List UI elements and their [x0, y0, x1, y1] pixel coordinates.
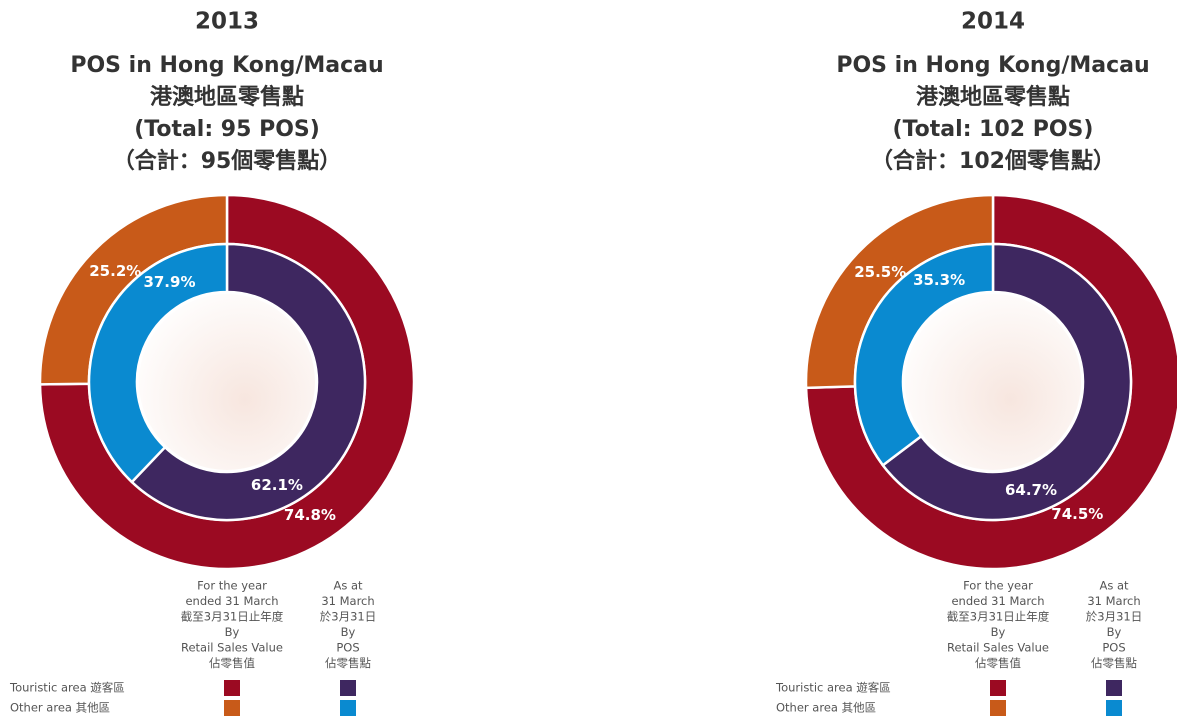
chart-subtitle: (Total: 95 POS)	[134, 117, 320, 142]
legend-header: By	[1107, 625, 1122, 639]
chart-subtitle: 港澳地區零售點	[150, 84, 304, 110]
legend-header: 31 March	[1087, 594, 1140, 608]
chart-subtitle: POS in Hong Kong/Macau	[836, 53, 1149, 78]
legend-header: 於3月31日	[320, 610, 376, 624]
chart-subtitle: 港澳地區零售點	[916, 84, 1070, 110]
legend-header: 佔零售值	[975, 656, 1021, 670]
legend-swatch	[224, 680, 240, 696]
value-label: 74.8%	[284, 506, 336, 524]
legend-header: POS	[1102, 641, 1125, 655]
legend-header: By	[341, 625, 356, 639]
legend-swatch	[224, 700, 240, 716]
chart-subtitle: （合計：95個零售點）	[113, 148, 342, 174]
legend-swatch	[340, 680, 356, 696]
legend-header: 截至3月31日止年度	[181, 610, 284, 624]
legend-header: For the year	[197, 579, 267, 593]
legend-swatch	[1106, 700, 1122, 716]
donut-center	[139, 294, 315, 470]
legend-header: As at	[333, 579, 363, 593]
legend-header: 31 March	[321, 594, 374, 608]
legend-label: Touristic area 遊客區	[9, 681, 125, 695]
page: 2013 POS in Hong Kong/Macau 港澳地區零售點 (Total:…	[0, 0, 1177, 717]
legend-header: ended 31 March	[951, 594, 1044, 608]
legend-header: By	[991, 625, 1006, 639]
legend-header: By	[225, 625, 240, 639]
legend-swatch	[1106, 680, 1122, 696]
legend-label: Other area 其他區	[776, 701, 876, 715]
legend-label: Other area 其他區	[10, 701, 110, 715]
legend-header: POS	[336, 641, 359, 655]
value-label: 25.5%	[854, 263, 906, 281]
value-label: 74.5%	[1051, 505, 1103, 523]
legend-header: 截至3月31日止年度	[947, 610, 1050, 624]
legend-header: 佔零售點	[1091, 656, 1137, 670]
chart-subtitle: （合計：102個零售點）	[871, 148, 1115, 174]
chart-title: 2013	[195, 9, 259, 35]
chart-subtitle: (Total: 102 POS)	[893, 117, 1094, 142]
donut-center	[905, 294, 1081, 470]
legend-header: Retail Sales Value	[181, 641, 283, 655]
legend-header: 佔零售值	[209, 656, 255, 670]
legend-header: 於3月31日	[1086, 610, 1142, 624]
legend-header: Retail Sales Value	[947, 641, 1049, 655]
legend-header: ended 31 March	[185, 594, 278, 608]
legend-label: Touristic area 遊客區	[775, 681, 891, 695]
value-label: 35.3%	[913, 271, 965, 289]
legend-header: 佔零售點	[325, 656, 371, 670]
value-label: 64.7%	[1005, 481, 1057, 499]
value-label: 25.2%	[89, 262, 141, 280]
legend-swatch	[340, 700, 356, 716]
legend-header: For the year	[963, 579, 1033, 593]
chart-title: 2014	[961, 9, 1025, 35]
value-label: 62.1%	[251, 476, 303, 494]
value-label: 37.9%	[143, 273, 195, 291]
legend-header: As at	[1099, 579, 1129, 593]
legend-swatch	[990, 700, 1006, 716]
legend-swatch	[990, 680, 1006, 696]
chart-subtitle: POS in Hong Kong/Macau	[70, 53, 383, 78]
